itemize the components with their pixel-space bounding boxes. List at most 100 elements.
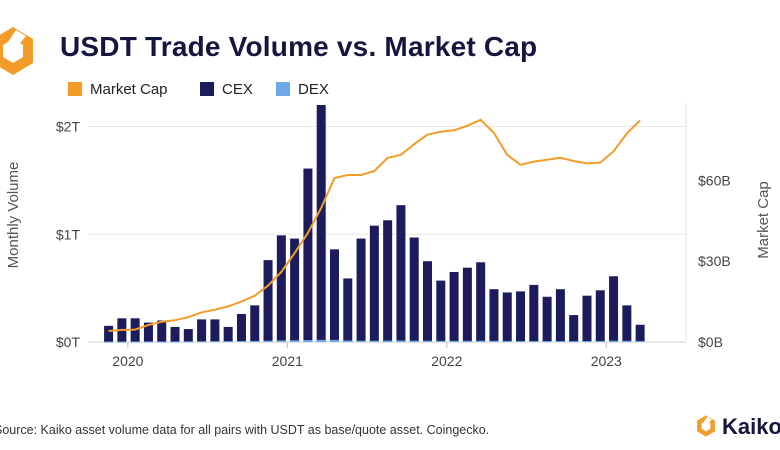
dex-bar <box>609 340 619 342</box>
market-cap-series <box>108 118 641 332</box>
x-tick-label: 2022 <box>431 353 462 369</box>
dex-bar <box>316 339 326 342</box>
cex-bar <box>276 235 286 342</box>
legend-swatch-dex <box>276 82 290 96</box>
cex-bar <box>529 284 539 342</box>
dex-bar <box>183 341 193 343</box>
bars <box>104 105 645 343</box>
dex-bar <box>210 341 220 343</box>
cex-bar <box>369 225 379 342</box>
cex-bar <box>104 325 114 342</box>
y2-axis-title: Market Cap <box>755 181 772 259</box>
legend-label-cex: CEX <box>222 81 253 98</box>
cex-bar <box>170 326 180 342</box>
x-tick-label: 2023 <box>591 353 622 369</box>
y2-tick-label: $30B <box>698 253 731 269</box>
cex-bar <box>502 292 512 342</box>
legend-label-market-cap: Market Cap <box>90 81 168 98</box>
cex-bar <box>210 319 220 342</box>
dex-bar <box>502 340 512 342</box>
dex-bar <box>356 340 366 342</box>
cex-bar <box>356 238 366 342</box>
dex-bar <box>409 340 419 342</box>
dex-bar <box>303 340 313 342</box>
dex-bar <box>476 340 486 342</box>
y2-tick-label: $60B <box>698 172 731 188</box>
cex-bar <box>250 305 260 342</box>
legend: Market Cap CEX DEX <box>68 81 329 98</box>
cex-bar <box>183 329 193 342</box>
cex-bar <box>396 205 406 342</box>
cex-bar <box>409 237 419 342</box>
dex-bar <box>143 341 153 343</box>
cex-bar <box>436 280 446 342</box>
legend-label-dex: DEX <box>298 81 329 98</box>
dex-bar <box>170 341 180 343</box>
cex-bar <box>303 168 313 342</box>
cex-bar <box>223 326 233 342</box>
cex-bar <box>582 295 592 342</box>
dex-bar <box>130 341 140 343</box>
cex-bar <box>476 262 486 342</box>
dex-bar <box>104 341 114 343</box>
dex-bar <box>197 341 207 343</box>
dex-bar <box>449 340 459 342</box>
y-tick-label: $0T <box>56 334 81 350</box>
cex-bar <box>316 105 326 342</box>
cex-bar <box>622 305 632 342</box>
chart-title: USDT Trade Volume vs. Market Cap <box>60 31 538 62</box>
dex-bar <box>516 341 526 343</box>
dex-bar <box>236 341 246 343</box>
cex-bar <box>555 289 565 342</box>
cex-bar <box>290 238 300 342</box>
cex-bar <box>516 291 526 342</box>
dex-bar <box>489 340 499 342</box>
legend-swatch-cex <box>200 82 214 96</box>
dex-bar <box>396 340 406 342</box>
market-cap-line <box>108 118 641 332</box>
cex-bar <box>263 260 273 342</box>
dex-bar <box>343 340 353 342</box>
dex-bar <box>250 340 260 342</box>
cex-bar <box>143 322 153 342</box>
cex-bar <box>569 315 579 342</box>
brand-name: Kaiko <box>722 414 780 439</box>
cex-bar <box>635 324 645 342</box>
dex-bar <box>555 341 565 343</box>
y2-tick-label: $0B <box>698 334 723 350</box>
brand: Kaiko <box>694 413 780 441</box>
dex-bar <box>157 341 167 343</box>
x-tick-label: 2020 <box>112 353 143 369</box>
cex-bar <box>197 319 207 342</box>
dex-bar <box>276 340 286 342</box>
dex-bar <box>622 340 632 342</box>
cex-bar <box>383 220 393 342</box>
dex-bar <box>595 340 605 342</box>
dex-bar <box>423 340 433 342</box>
dex-bar <box>635 340 645 342</box>
y-axis-title: Monthly Volume <box>5 162 22 269</box>
kaiko-brand-icon <box>697 415 715 437</box>
cex-bar <box>462 267 472 342</box>
cex-bar <box>343 278 353 342</box>
dex-bar <box>117 341 127 343</box>
chart: $0T $1T $2T $0B $30B $60B 2020 2021 2022 2023 Mont… <box>5 81 772 369</box>
dex-bar <box>383 340 393 342</box>
cex-bar <box>609 276 619 342</box>
y-tick-label: $1T <box>56 226 81 242</box>
cex-bar <box>595 290 605 342</box>
dex-bar <box>529 341 539 343</box>
dex-bar <box>569 341 579 343</box>
dex-bar <box>542 341 552 343</box>
legend-swatch-market-cap <box>68 82 82 96</box>
cex-bar <box>157 320 167 342</box>
grid <box>88 126 686 235</box>
dex-bar <box>329 339 339 342</box>
cex-bar <box>542 296 552 342</box>
cex-bar <box>449 271 459 342</box>
header-logo-ring <box>0 27 33 75</box>
kaiko-logo-icon <box>0 27 33 75</box>
y-tick-label: $2T <box>56 119 81 135</box>
dex-bar <box>223 341 233 343</box>
axes: $0T $1T $2T $0B $30B $60B 2020 2021 2022 2023 Mont… <box>5 103 772 369</box>
